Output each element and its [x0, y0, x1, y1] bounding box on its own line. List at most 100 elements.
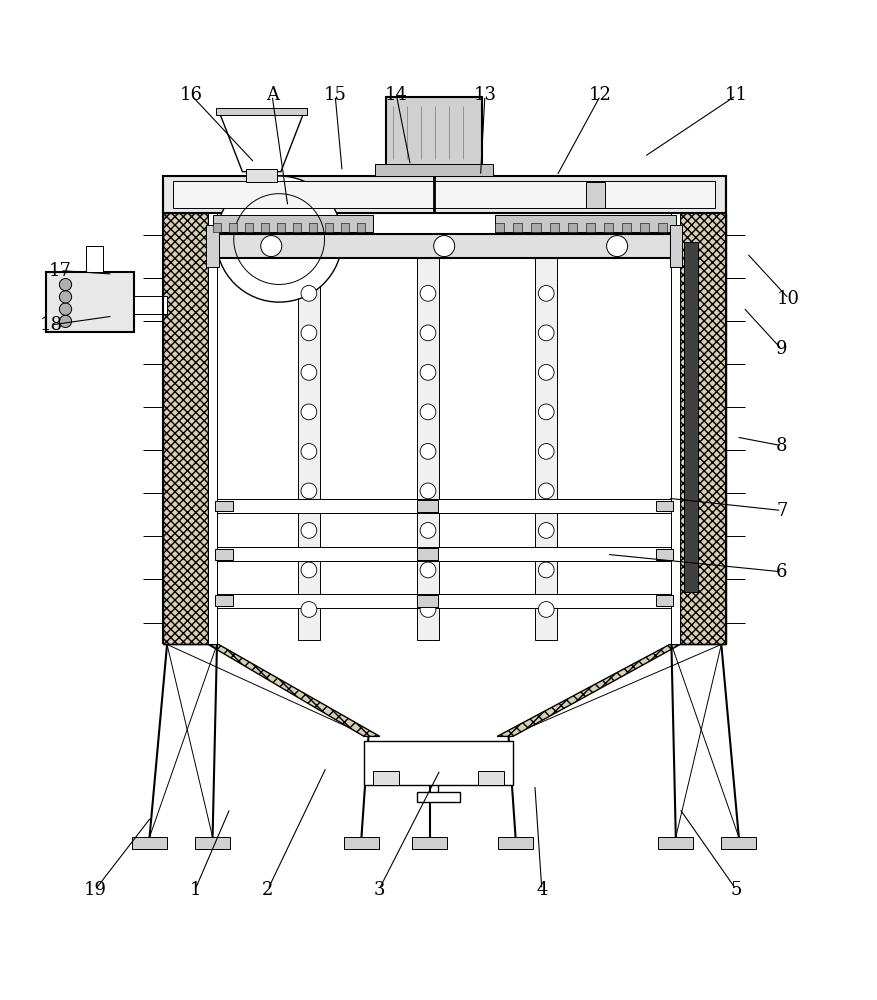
Text: 8: 8 — [776, 437, 788, 455]
Text: 15: 15 — [324, 86, 346, 104]
Circle shape — [538, 285, 554, 301]
Circle shape — [301, 285, 317, 301]
Bar — [656, 501, 674, 511]
Bar — [656, 595, 674, 606]
Circle shape — [538, 364, 554, 380]
Bar — [417, 595, 438, 607]
Bar — [672, 213, 681, 644]
Circle shape — [60, 303, 72, 315]
Circle shape — [301, 404, 317, 420]
Text: 9: 9 — [776, 340, 788, 358]
Bar — [364, 741, 513, 785]
Circle shape — [538, 404, 554, 420]
Circle shape — [538, 444, 554, 459]
Bar — [341, 223, 349, 232]
Bar — [344, 837, 379, 849]
Bar — [216, 108, 307, 115]
Text: 12: 12 — [589, 86, 612, 104]
Circle shape — [301, 523, 317, 538]
Bar — [386, 97, 482, 167]
Circle shape — [420, 364, 436, 380]
Circle shape — [301, 602, 317, 617]
Circle shape — [301, 444, 317, 459]
Circle shape — [420, 285, 436, 301]
Bar — [658, 223, 667, 232]
Text: 7: 7 — [776, 502, 788, 520]
Bar — [229, 223, 237, 232]
Bar — [132, 837, 167, 849]
Bar — [417, 548, 438, 560]
Text: 6: 6 — [776, 563, 788, 581]
Bar — [215, 549, 232, 560]
Circle shape — [607, 236, 628, 257]
Circle shape — [60, 291, 72, 303]
Bar — [721, 837, 756, 849]
Text: 1: 1 — [189, 881, 201, 899]
Bar — [215, 499, 674, 513]
Bar — [212, 223, 221, 232]
Bar — [417, 500, 438, 512]
Circle shape — [538, 523, 554, 538]
Bar — [260, 223, 268, 232]
Bar — [357, 223, 365, 232]
Text: A: A — [266, 86, 279, 104]
Bar — [681, 213, 725, 644]
Bar — [375, 164, 493, 176]
Circle shape — [60, 315, 72, 328]
Bar — [195, 837, 230, 849]
Bar — [498, 837, 533, 849]
Text: 19: 19 — [84, 881, 107, 899]
Bar — [208, 213, 217, 644]
Bar — [162, 176, 725, 213]
Bar — [670, 225, 682, 267]
Bar — [215, 594, 674, 608]
Bar — [603, 223, 613, 232]
Bar — [550, 223, 559, 232]
Circle shape — [420, 602, 436, 617]
Bar — [276, 223, 285, 232]
Bar — [46, 272, 134, 332]
Bar — [217, 234, 672, 258]
Circle shape — [260, 236, 282, 257]
Bar — [86, 246, 103, 272]
Circle shape — [538, 483, 554, 499]
Text: 16: 16 — [180, 86, 203, 104]
Text: 5: 5 — [731, 881, 742, 899]
Circle shape — [301, 562, 317, 578]
Circle shape — [538, 562, 554, 578]
Bar — [478, 771, 504, 785]
Circle shape — [434, 236, 454, 257]
Bar — [412, 837, 447, 849]
Circle shape — [420, 404, 436, 420]
Bar — [567, 223, 576, 232]
Circle shape — [420, 325, 436, 341]
Bar — [659, 837, 694, 849]
Circle shape — [60, 278, 72, 291]
Bar — [639, 223, 649, 232]
Text: 17: 17 — [49, 262, 72, 280]
Circle shape — [420, 523, 436, 538]
Circle shape — [301, 364, 317, 380]
Bar — [309, 223, 317, 232]
Bar — [496, 223, 504, 232]
Bar — [417, 258, 438, 640]
Circle shape — [420, 444, 436, 459]
Text: 18: 18 — [40, 316, 63, 334]
Polygon shape — [208, 644, 380, 736]
Bar — [212, 215, 373, 232]
Circle shape — [538, 602, 554, 617]
Bar — [684, 242, 698, 592]
Bar — [173, 181, 715, 208]
Polygon shape — [219, 113, 303, 172]
Text: 11: 11 — [724, 86, 748, 104]
Bar — [134, 296, 167, 314]
Circle shape — [301, 483, 317, 499]
Bar — [535, 258, 557, 640]
Circle shape — [216, 176, 342, 302]
Bar — [246, 169, 277, 182]
Bar — [245, 223, 253, 232]
Bar — [531, 223, 540, 232]
Text: 10: 10 — [777, 290, 800, 308]
Text: 3: 3 — [374, 881, 385, 899]
Circle shape — [538, 325, 554, 341]
